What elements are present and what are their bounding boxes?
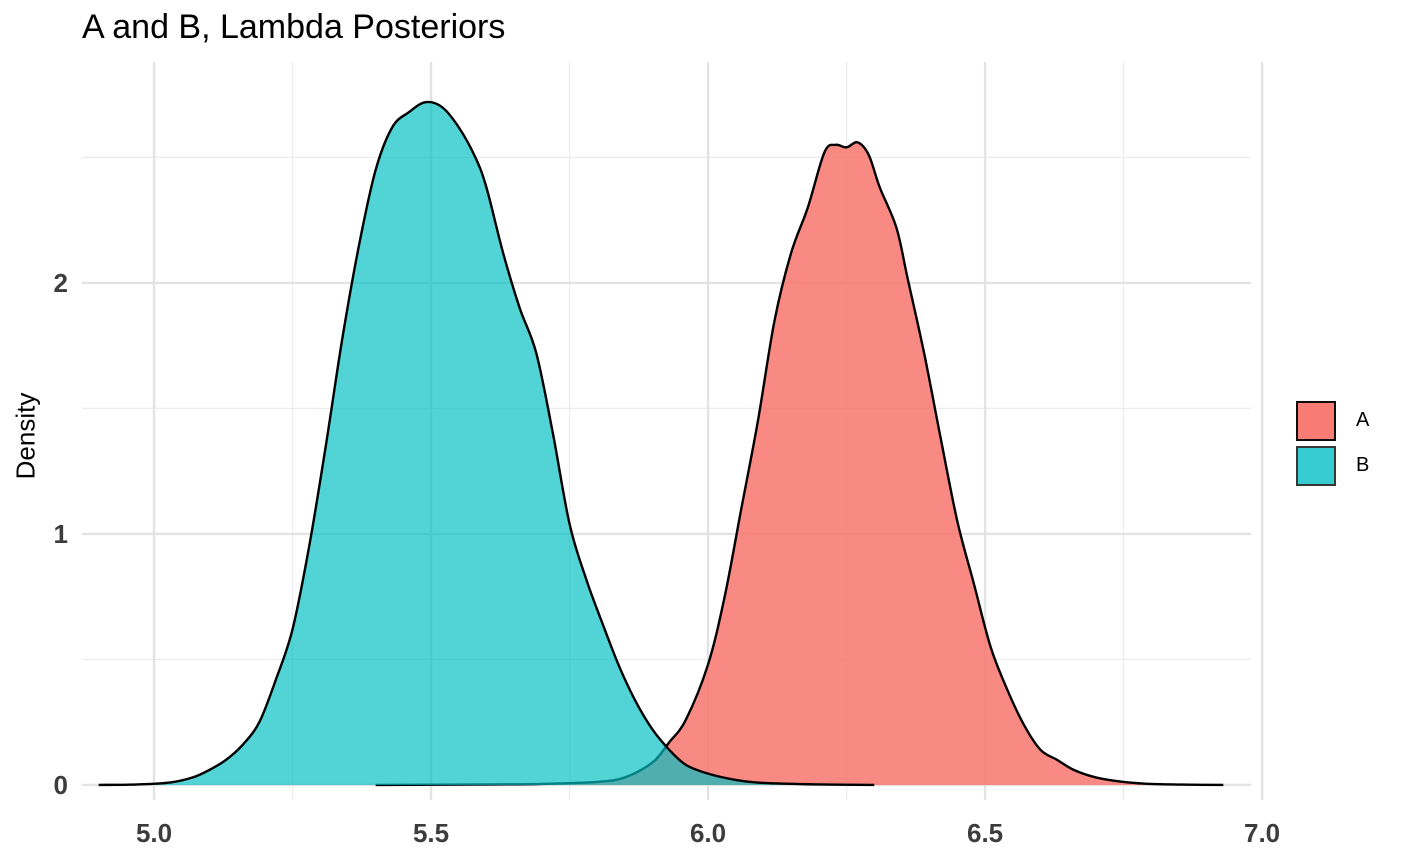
x-tick-label: 6.0	[690, 818, 726, 848]
legend-key-a	[1296, 400, 1336, 441]
density-area-a	[375, 142, 1224, 785]
major-gridlines	[82, 62, 1264, 800]
legend-item-a[interactable]: A	[1296, 398, 1369, 443]
legend-label-b: B	[1356, 454, 1370, 476]
y-axis-tick-labels: 0 1 2	[54, 268, 68, 800]
density-outline-b	[98, 100, 875, 787]
x-tick-label: 5.5	[413, 818, 449, 848]
y-axis-label: Density	[10, 392, 41, 480]
y-tick-label: 0	[54, 770, 68, 800]
legend-label-a: A	[1356, 409, 1370, 431]
y-tick-label: 1	[54, 519, 68, 549]
minor-gridlines	[82, 62, 1251, 800]
x-tick-label: 5.0	[136, 818, 172, 848]
legend-item-b[interactable]: B	[1296, 443, 1369, 488]
density-area-b	[98, 101, 875, 785]
x-tick-label: 7.0	[1244, 818, 1280, 848]
chart-title: A and B, Lambda Posteriors	[82, 8, 506, 46]
y-tick-label: 2	[54, 268, 68, 298]
density-areas	[98, 100, 1224, 787]
x-tick-label: 6.5	[967, 818, 1003, 848]
x-axis-tick-labels: 5.0 5.5 6.0 6.5 7.0	[136, 818, 1280, 848]
density-outline-a	[375, 140, 1224, 787]
legend-key-b	[1296, 445, 1336, 486]
legend: A B	[1296, 398, 1369, 488]
